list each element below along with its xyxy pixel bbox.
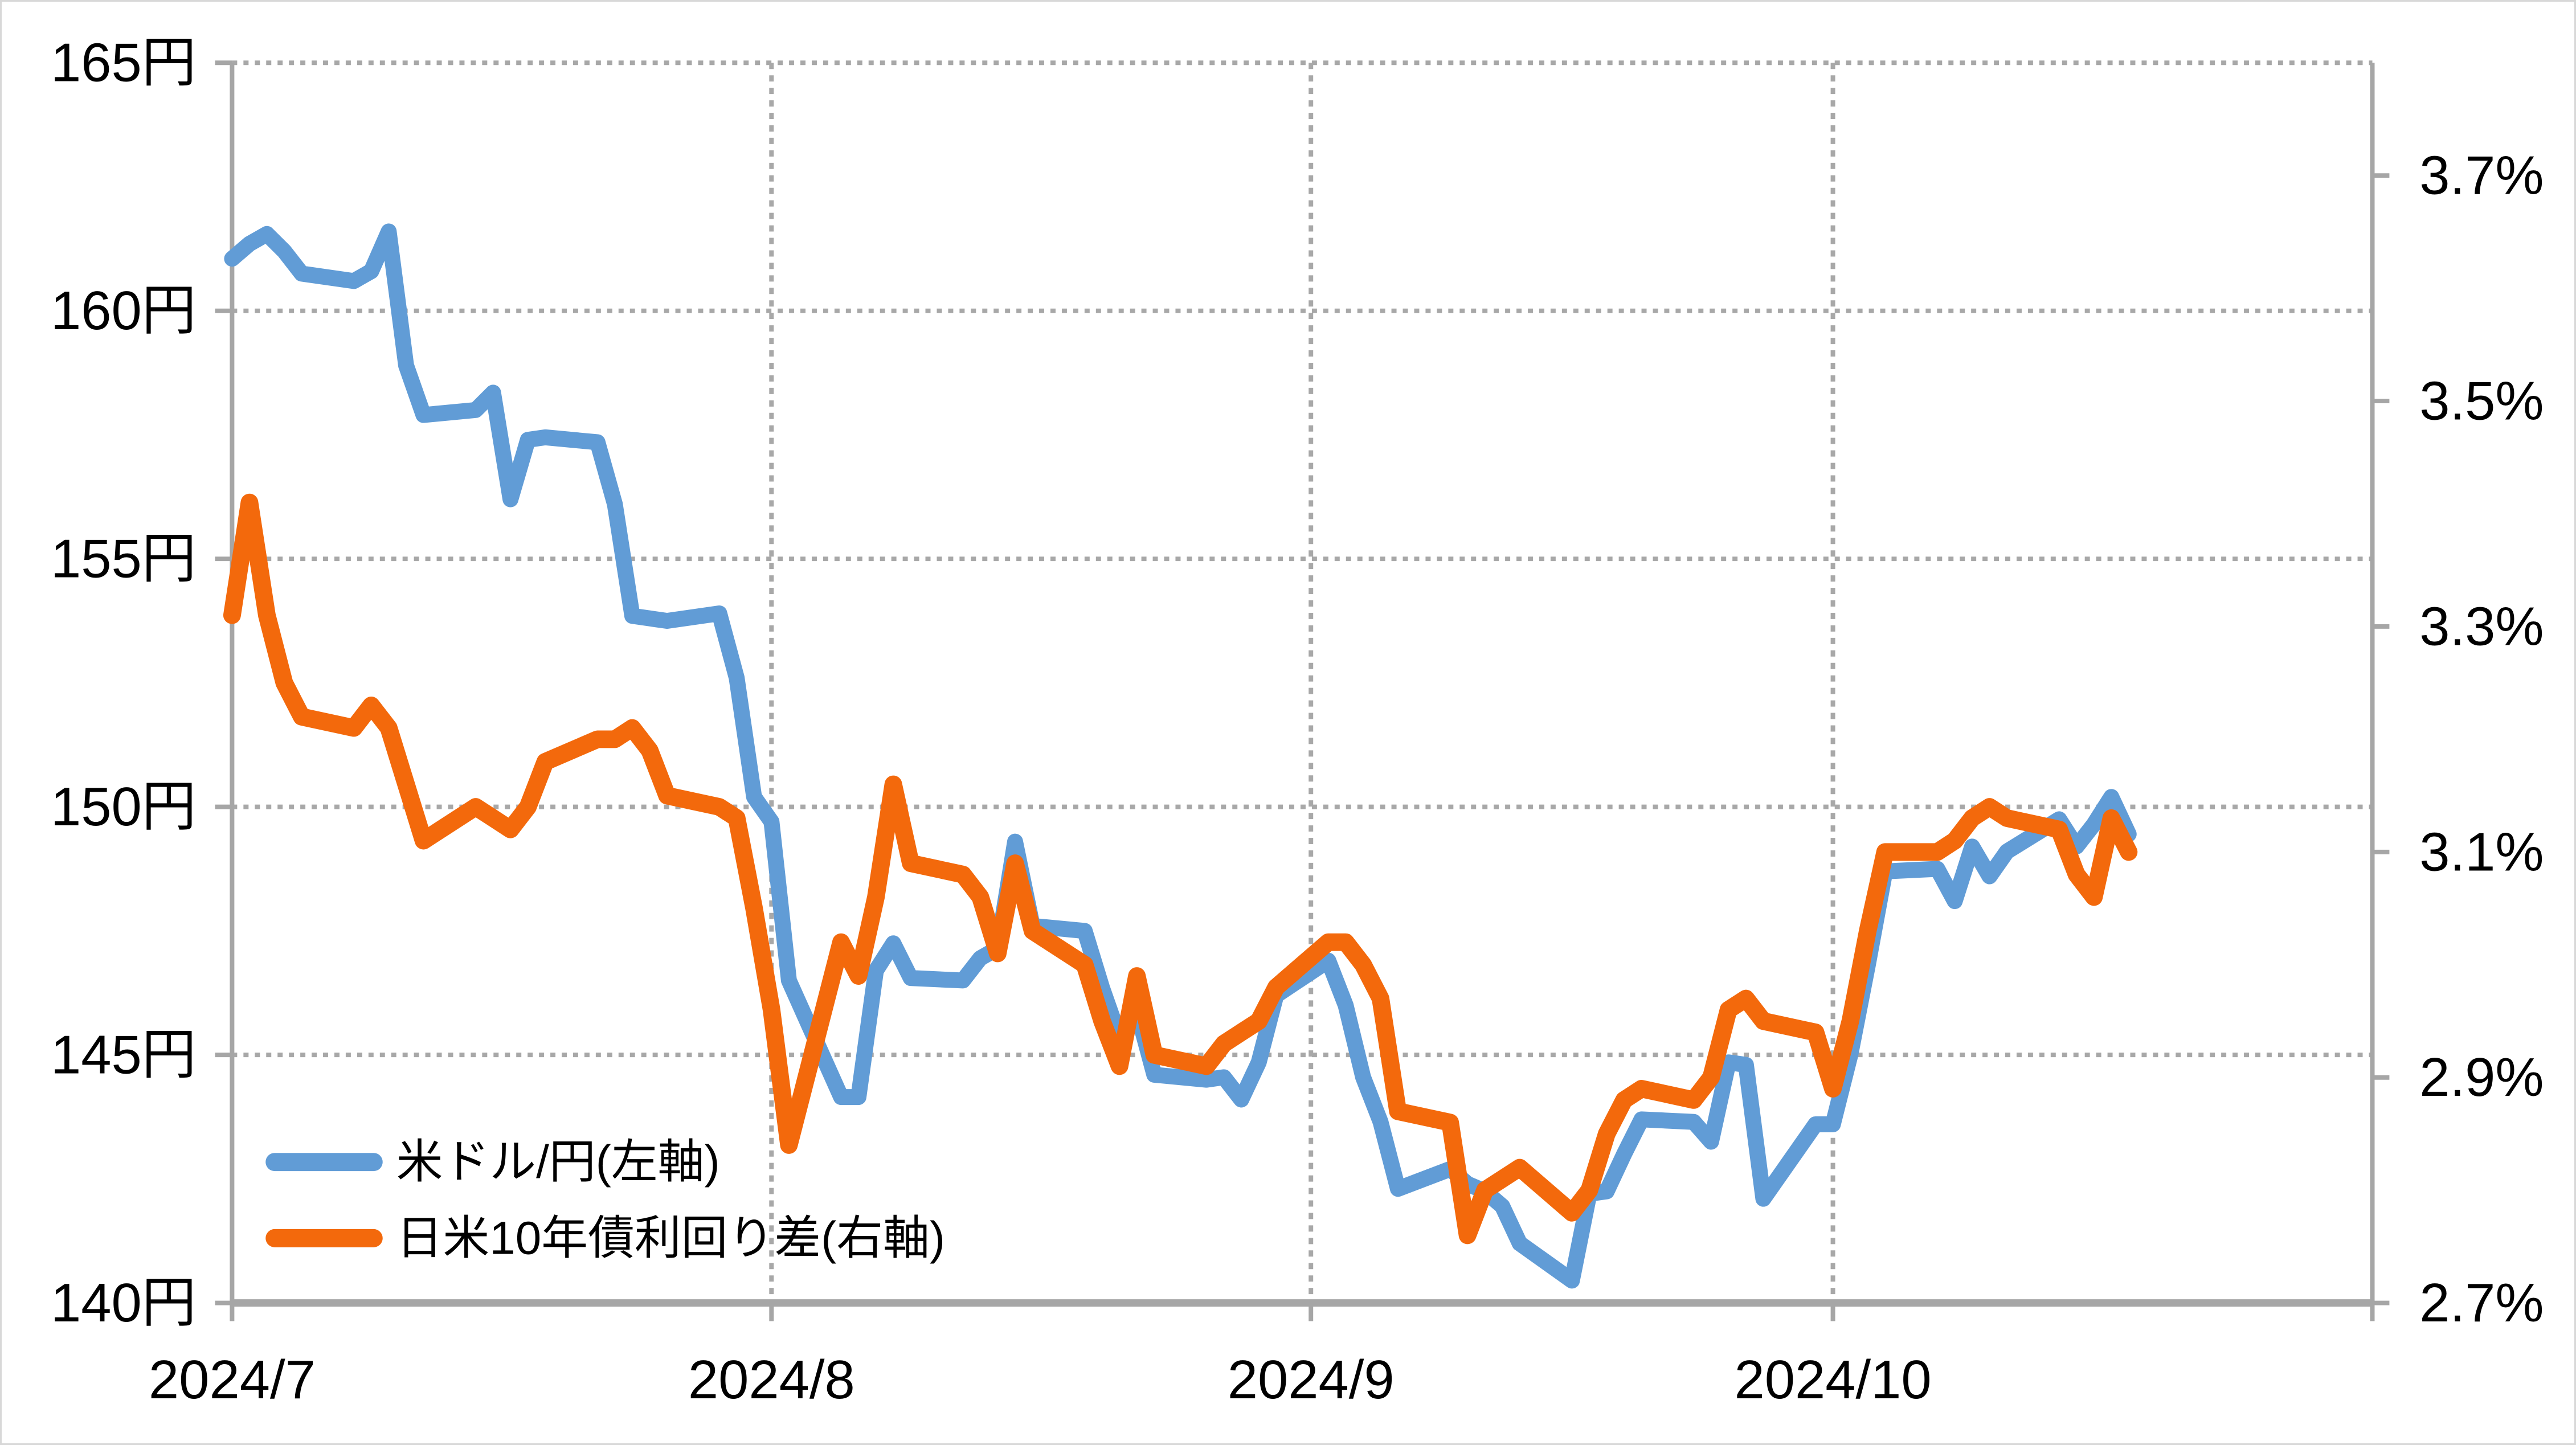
y-left-label-150: 150円 bbox=[51, 776, 197, 837]
legend-label-usdjpy: 米ドル/円(左軸) bbox=[396, 1136, 720, 1188]
y-right-label-3.5: 3.5% bbox=[2419, 371, 2544, 432]
y-right-label-3.7: 3.7% bbox=[2419, 145, 2544, 206]
x-label-2024-8: 2024/8 bbox=[688, 1349, 855, 1410]
y-right-label-3.1: 3.1% bbox=[2419, 821, 2544, 882]
series-layer bbox=[223, 223, 2138, 1289]
y-left-label-160: 160円 bbox=[51, 280, 197, 341]
y-left-label-145: 145円 bbox=[51, 1025, 197, 1086]
y-left-label-165: 165円 bbox=[51, 32, 197, 93]
y-left-label-155: 155円 bbox=[51, 529, 197, 590]
legend-label-yield-spread: 日米10年債利回り差(右軸) bbox=[396, 1212, 945, 1264]
y-right-label-2.7: 2.7% bbox=[2419, 1272, 2544, 1333]
axes-layer: 140円 145円 150円 155円 160円 165円 2.7% 2.9% 3.1% 3.3%… bbox=[51, 32, 2544, 1410]
x-label-2024-10: 2024/10 bbox=[1734, 1349, 1931, 1410]
gridlines-layer bbox=[232, 60, 2373, 1303]
y-left-label-140: 140円 bbox=[51, 1272, 197, 1333]
y-right-label-3.3: 3.3% bbox=[2419, 596, 2544, 657]
yield-spread-line bbox=[223, 493, 2138, 1245]
x-label-2024-7: 2024/7 bbox=[149, 1349, 316, 1410]
x-label-2024-9: 2024/9 bbox=[1228, 1349, 1395, 1410]
usdjpy-line bbox=[224, 223, 2137, 1289]
legend: 米ドル/円(左軸) 日米10年債利回り差(右軸) bbox=[265, 1136, 945, 1264]
y-right-label-2.9: 2.9% bbox=[2419, 1047, 2544, 1108]
